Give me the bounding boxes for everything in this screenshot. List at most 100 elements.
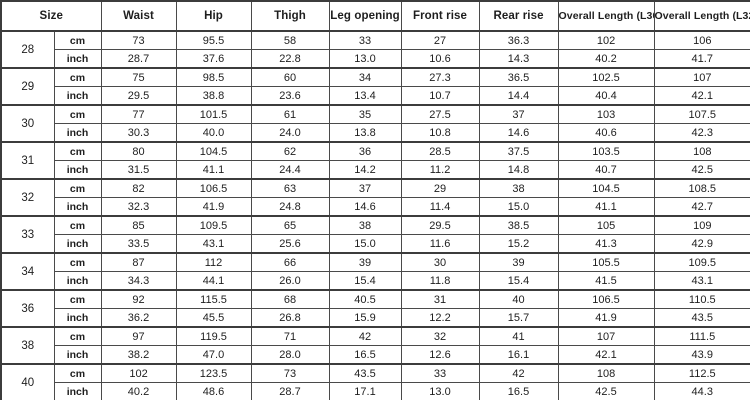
value-cell: 14.6: [478, 123, 559, 143]
value-cell: 101.5: [175, 104, 252, 124]
value-cell: 44.1: [175, 271, 252, 291]
value-cell: 104.5: [175, 141, 252, 161]
unit-label: cm: [53, 178, 102, 198]
value-cell: 82: [100, 178, 177, 198]
unit-label: cm: [53, 30, 102, 50]
value-cell: 28.7: [250, 382, 330, 400]
size-label: 28: [0, 30, 55, 69]
value-cell: 15.9: [328, 308, 402, 328]
value-cell: 41.5: [557, 271, 655, 291]
value-cell: 36.5: [478, 67, 559, 87]
value-cell: 43.5: [653, 308, 750, 328]
table-row: inch 31.5 41.1 24.4 14.2 11.2 14.8 40.7 42.5: [1, 160, 750, 180]
value-cell: 106: [653, 30, 750, 50]
col-header-rear-rise: Rear rise: [478, 0, 559, 32]
value-cell: 24.8: [250, 197, 330, 217]
size-label: 38: [0, 326, 55, 365]
unit-label: inch: [53, 308, 102, 328]
value-cell: 16.1: [478, 345, 559, 365]
table-row: inch 29.5 38.8 23.6 13.4 10.7 14.4 40.4 42.1: [1, 86, 750, 106]
table-row: 32 cm 82 106.5 63 37 29 38 104.5 108.5: [0, 178, 750, 217]
value-cell: 42.1: [653, 86, 750, 106]
value-cell: 102: [100, 363, 177, 383]
unit-label: cm: [53, 326, 102, 346]
value-cell: 43.1: [653, 271, 750, 291]
value-cell: 27.5: [400, 104, 480, 124]
value-cell: 40.2: [100, 382, 177, 400]
unit-label: cm: [53, 363, 102, 383]
value-cell: 95.5: [175, 30, 252, 50]
value-cell: 62: [250, 141, 330, 161]
value-cell: 17.1: [328, 382, 402, 400]
value-cell: 105.5: [557, 252, 655, 272]
value-cell: 112.5: [653, 363, 750, 383]
col-header-leg-opening: Leg opening: [328, 0, 402, 32]
value-cell: 15.0: [328, 234, 402, 254]
table-row: inch 32.3 41.9 24.8 14.6 11.4 15.0 41.1 42.7: [1, 197, 750, 217]
size-table-body: 28 cm 73 95.5 58 33 27 36.3 102 106 inch 28.7 37.6 22…: [0, 30, 750, 400]
value-cell: 32.3: [100, 197, 177, 217]
value-cell: 73: [100, 30, 177, 50]
value-cell: 39: [328, 252, 402, 272]
value-cell: 33: [328, 30, 402, 50]
value-cell: 40.0: [175, 123, 252, 143]
value-cell: 119.5: [175, 326, 252, 346]
value-cell: 23.6: [250, 86, 330, 106]
value-cell: 80: [100, 141, 177, 161]
value-cell: 108: [653, 141, 750, 161]
value-cell: 30: [400, 252, 480, 272]
value-cell: 14.6: [328, 197, 402, 217]
col-header-front-rise: Front rise: [400, 0, 480, 32]
size-label: 33: [0, 215, 55, 254]
size-label: 36: [0, 289, 55, 328]
unit-label: inch: [53, 382, 102, 400]
value-cell: 42.3: [653, 123, 750, 143]
value-cell: 109.5: [175, 215, 252, 235]
value-cell: 103: [557, 104, 655, 124]
value-cell: 104.5: [557, 178, 655, 198]
col-header-overall-length-l32: Overall Length (L32): [653, 0, 750, 32]
size-label: 31: [0, 141, 55, 180]
table-row: inch 28.7 37.6 22.8 13.0 10.6 14.3 40.2 41.7: [1, 49, 750, 69]
value-cell: 73: [250, 363, 330, 383]
size-label: 34: [0, 252, 55, 291]
col-header-thigh: Thigh: [250, 0, 330, 32]
value-cell: 60: [250, 67, 330, 87]
value-cell: 37.5: [478, 141, 559, 161]
unit-label: cm: [53, 141, 102, 161]
value-cell: 15.4: [328, 271, 402, 291]
value-cell: 16.5: [478, 382, 559, 400]
unit-label: cm: [53, 289, 102, 309]
value-cell: 42.1: [557, 345, 655, 365]
value-cell: 15.2: [478, 234, 559, 254]
value-cell: 112: [175, 252, 252, 272]
value-cell: 42.7: [653, 197, 750, 217]
value-cell: 29.5: [400, 215, 480, 235]
value-cell: 38.8: [175, 86, 252, 106]
value-cell: 14.2: [328, 160, 402, 180]
value-cell: 13.8: [328, 123, 402, 143]
value-cell: 106.5: [175, 178, 252, 198]
value-cell: 58: [250, 30, 330, 50]
value-cell: 41.9: [175, 197, 252, 217]
value-cell: 33.5: [100, 234, 177, 254]
table-row: 34 cm 87 112 66 39 30 39 105.5 109.5: [0, 252, 750, 291]
value-cell: 63: [250, 178, 330, 198]
size-label: 32: [0, 178, 55, 217]
value-cell: 107: [653, 67, 750, 87]
value-cell: 85: [100, 215, 177, 235]
value-cell: 103.5: [557, 141, 655, 161]
value-cell: 11.8: [400, 271, 480, 291]
value-cell: 26.8: [250, 308, 330, 328]
value-cell: 110.5: [653, 289, 750, 309]
value-cell: 92: [100, 289, 177, 309]
table-row: 31 cm 80 104.5 62 36 28.5 37.5 103.5 108: [0, 141, 750, 180]
value-cell: 75: [100, 67, 177, 87]
value-cell: 47.0: [175, 345, 252, 365]
value-cell: 106.5: [557, 289, 655, 309]
value-cell: 10.7: [400, 86, 480, 106]
value-cell: 11.2: [400, 160, 480, 180]
value-cell: 31: [400, 289, 480, 309]
unit-label: inch: [53, 271, 102, 291]
value-cell: 28.5: [400, 141, 480, 161]
